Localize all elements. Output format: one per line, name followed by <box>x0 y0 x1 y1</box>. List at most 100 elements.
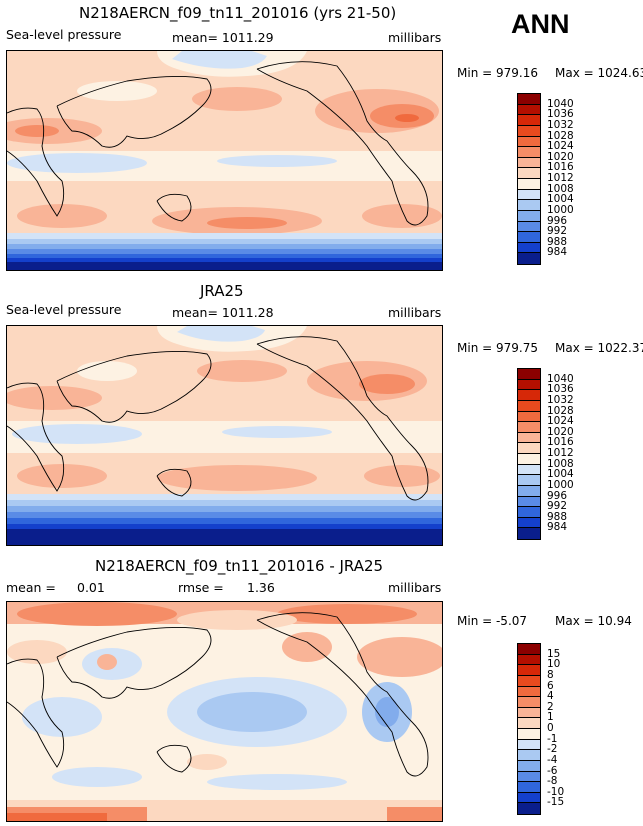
panel-2-title: JRA25 <box>200 282 244 300</box>
panel-3-rmse-value: 1.36 <box>247 580 275 595</box>
colorbar-swatch <box>518 147 540 158</box>
colorbar-swatch <box>518 443 540 454</box>
panel-3-max: Max = 10.94 <box>555 614 632 628</box>
colorbar-swatch <box>518 718 540 729</box>
colorbar-swatch <box>518 242 540 254</box>
colorbar-tick-label: 4 <box>547 690 554 703</box>
colorbar-swatch <box>518 390 540 401</box>
panel-3-map <box>6 601 443 822</box>
colorbar-swatch <box>518 485 540 497</box>
panel-3-rmse-label: rmse = <box>178 580 224 595</box>
colorbar-tick-label: 1 <box>547 711 554 724</box>
colorbar-swatch <box>518 464 540 476</box>
colorbar-swatch <box>518 792 540 804</box>
colorbar-swatch <box>518 507 540 518</box>
colorbar-tick-label: 1028 <box>547 404 574 417</box>
colorbar-swatch <box>518 432 540 444</box>
colorbar-tick-label: 1016 <box>547 436 574 449</box>
panel-1-colorbar-ticks: 1040 1036 1032 1028 1024 1020 1016 1012 1008 1004… <box>547 93 587 265</box>
colorbar-tick-label: 1020 <box>547 150 574 163</box>
colorbar-tick-label: 1012 <box>547 447 574 459</box>
colorbar-tick-label: -2 <box>547 743 558 756</box>
colorbar-tick-label: 10 <box>547 658 561 671</box>
colorbar-tick-label: 1008 <box>547 182 574 195</box>
colorbar-tick-label: 996 <box>547 489 568 502</box>
colorbar-tick-label: -8 <box>547 775 558 788</box>
colorbar-tick-label: 988 <box>547 510 568 523</box>
panel-1-units: millibars <box>388 30 442 45</box>
colorbar-swatch <box>518 136 540 148</box>
colorbar-tick-label: -6 <box>547 764 558 777</box>
colorbar-tick-label: 992 <box>547 225 568 238</box>
colorbar-swatch <box>518 200 540 211</box>
panel-3-mean-value: 0.01 <box>77 580 105 595</box>
colorbar-tick-label: 1024 <box>547 140 574 153</box>
colorbar-tick-label: 988 <box>547 235 568 248</box>
colorbar-tick-label: 0 <box>547 722 554 734</box>
colorbar-tick-label: 1000 <box>547 478 574 491</box>
colorbar-swatch <box>518 232 540 243</box>
panel-1-title: N218AERCN_f09_tn11_201016 (yrs 21-50) <box>79 4 397 22</box>
colorbar-swatch <box>518 157 540 169</box>
panel-1-mean: mean= 1011.29 <box>172 30 274 45</box>
colorbar-tick-label: 1012 <box>547 172 574 184</box>
colorbar-tick-label: 2 <box>547 700 554 713</box>
colorbar-swatch <box>518 686 540 698</box>
colorbar-swatch <box>518 697 540 708</box>
colorbar-swatch <box>518 253 540 264</box>
panel-2-colorbar-ticks: 1040 1036 1032 1028 1024 1020 1016 1012 1008 1004… <box>547 368 587 540</box>
colorbar-swatch <box>518 221 540 233</box>
colorbar-swatch <box>518 411 540 423</box>
colorbar-tick-label: 1024 <box>547 415 574 428</box>
colorbar-swatch <box>518 210 540 222</box>
colorbar-swatch <box>518 104 540 116</box>
colorbar-tick-label: 1004 <box>547 193 574 206</box>
colorbar-swatch <box>518 422 540 433</box>
colorbar-swatch <box>518 644 540 655</box>
panel-1-map <box>6 50 443 271</box>
colorbar-swatch <box>518 94 540 105</box>
colorbar-tick-label: 984 <box>547 246 568 259</box>
colorbar-swatch <box>518 750 540 761</box>
colorbar-swatch <box>518 369 540 380</box>
colorbar-tick-label: 1036 <box>547 108 574 121</box>
colorbar-tick-label: 1028 <box>547 129 574 142</box>
colorbar-tick-label: 992 <box>547 500 568 513</box>
colorbar-tick-label: 984 <box>547 521 568 534</box>
colorbar-tick-label: -15 <box>547 796 565 809</box>
colorbar-tick-label: 8 <box>547 668 554 681</box>
panel-3-colorbar <box>517 643 541 815</box>
colorbar-tick-label: 1016 <box>547 161 574 174</box>
colorbar-swatch <box>518 654 540 666</box>
colorbar-tick-label: 1036 <box>547 383 574 396</box>
colorbar-swatch <box>518 665 540 676</box>
panel-1-variable: Sea-level pressure <box>6 27 122 42</box>
colorbar-tick-label: -10 <box>547 785 565 798</box>
panel-2-units: millibars <box>388 305 442 320</box>
colorbar-swatch <box>518 760 540 772</box>
colorbar-swatch <box>518 168 540 179</box>
panel-1-max: Max = 1024.63 <box>555 66 643 80</box>
panel-2-min: Min = 979.75 <box>457 341 538 355</box>
colorbar-swatch <box>518 475 540 486</box>
season-label: ANN <box>511 9 570 39</box>
panel-3-title: N218AERCN_f09_tn11_201016 - JRA25 <box>95 557 384 575</box>
colorbar-tick-label: 996 <box>547 214 568 227</box>
colorbar-tick-label: 1040 <box>547 97 574 110</box>
colorbar-swatch <box>518 125 540 137</box>
colorbar-tick-label: 1008 <box>547 457 574 470</box>
colorbar-swatch <box>518 179 540 190</box>
colorbar-swatch <box>518 729 540 740</box>
panel-3-min: Min = -5.07 <box>457 614 528 628</box>
colorbar-tick-label: 1020 <box>547 425 574 438</box>
colorbar-swatch <box>518 454 540 465</box>
colorbar-swatch <box>518 189 540 201</box>
panel-2-max: Max = 1022.37 <box>555 341 643 355</box>
colorbar-swatch <box>518 771 540 783</box>
colorbar-swatch <box>518 379 540 391</box>
colorbar-swatch <box>518 496 540 508</box>
panel-1-min: Min = 979.16 <box>457 66 538 80</box>
panel-2-mean: mean= 1011.28 <box>172 305 274 320</box>
colorbar-swatch <box>518 782 540 793</box>
colorbar-swatch <box>518 528 540 539</box>
